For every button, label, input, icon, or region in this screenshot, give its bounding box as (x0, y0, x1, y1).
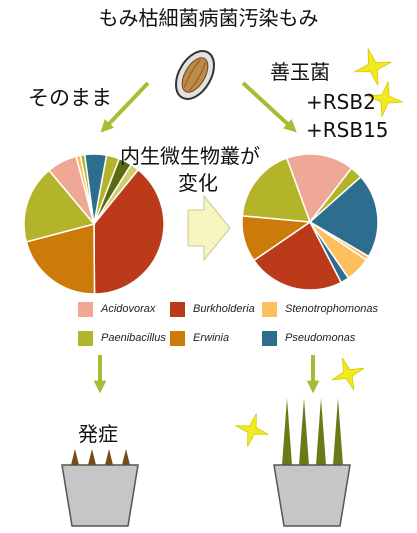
pie-slice-burkholderia (93, 168, 165, 295)
legend-label: Erwinia (193, 332, 230, 344)
label-beneficial-bacteria: 善玉菌 (270, 60, 330, 84)
label-rsb2: +RSB2 (306, 90, 376, 114)
legend-item-paenibacillus: Paenibacillus (78, 329, 166, 347)
legend-swatch (170, 301, 185, 317)
flower-pot-right-icon (273, 464, 351, 527)
label-microbiota-change-2: 変化 (178, 171, 218, 195)
page-title: もみ枯細菌病菌汚染もみ (98, 6, 319, 30)
legend-item-erwinia: Erwinia (170, 329, 229, 347)
arrow-right-down-icon (241, 81, 297, 133)
sparkle-icon (354, 48, 392, 86)
rice-seed-icon (175, 50, 215, 100)
legend-item-burkholderia: Burkholderia (170, 300, 255, 318)
legend-item-acidovorax: Acidovorax (78, 300, 155, 318)
arrow-left-down-icon (100, 81, 150, 133)
legend-label: Acidovorax (101, 303, 156, 315)
legend-label: Paenibacillus (101, 332, 166, 344)
legend-swatch (78, 301, 93, 317)
pie-chart-after (241, 153, 379, 291)
legend-item-pseudomonas: Pseudomonas (262, 329, 355, 347)
legend-swatch (262, 330, 277, 346)
legend-label: Pseudomonas (285, 332, 356, 344)
flower-pot-left-icon (61, 464, 139, 527)
legend-swatch (78, 330, 93, 346)
pie-slice-pseudomonas (308, 175, 379, 258)
pie-slice-burkholderia (252, 220, 343, 291)
sparkle-icon (235, 413, 269, 447)
legend-label: Stenotrophomonas (285, 303, 378, 315)
legend-swatch (262, 301, 277, 317)
pie-slice-erwinia (25, 223, 96, 295)
label-untreated: そのまま (28, 86, 112, 110)
sparkle-icon (331, 357, 365, 391)
label-microbiota-change-1: 内生微生物叢が (120, 144, 260, 168)
center-arrow-icon (187, 194, 231, 262)
pie-slice-paenibacillus (23, 169, 96, 243)
label-disease-onset: 発症 (78, 422, 118, 446)
withered-seedlings-icon (71, 449, 130, 465)
pie-slice-paenibacillus (241, 157, 312, 223)
legend-label: Burkholderia (193, 303, 255, 315)
pie-slice-acidovorax (285, 153, 353, 224)
healthy-seedlings-icon (282, 398, 343, 465)
legend-swatch (170, 330, 185, 346)
pie-chart-before (23, 153, 165, 295)
legend-item-stenotrophomonas: Stenotrophomonas (262, 300, 378, 318)
label-rsb15: +RSB15 (306, 118, 389, 142)
sparkle-icon (367, 81, 403, 117)
